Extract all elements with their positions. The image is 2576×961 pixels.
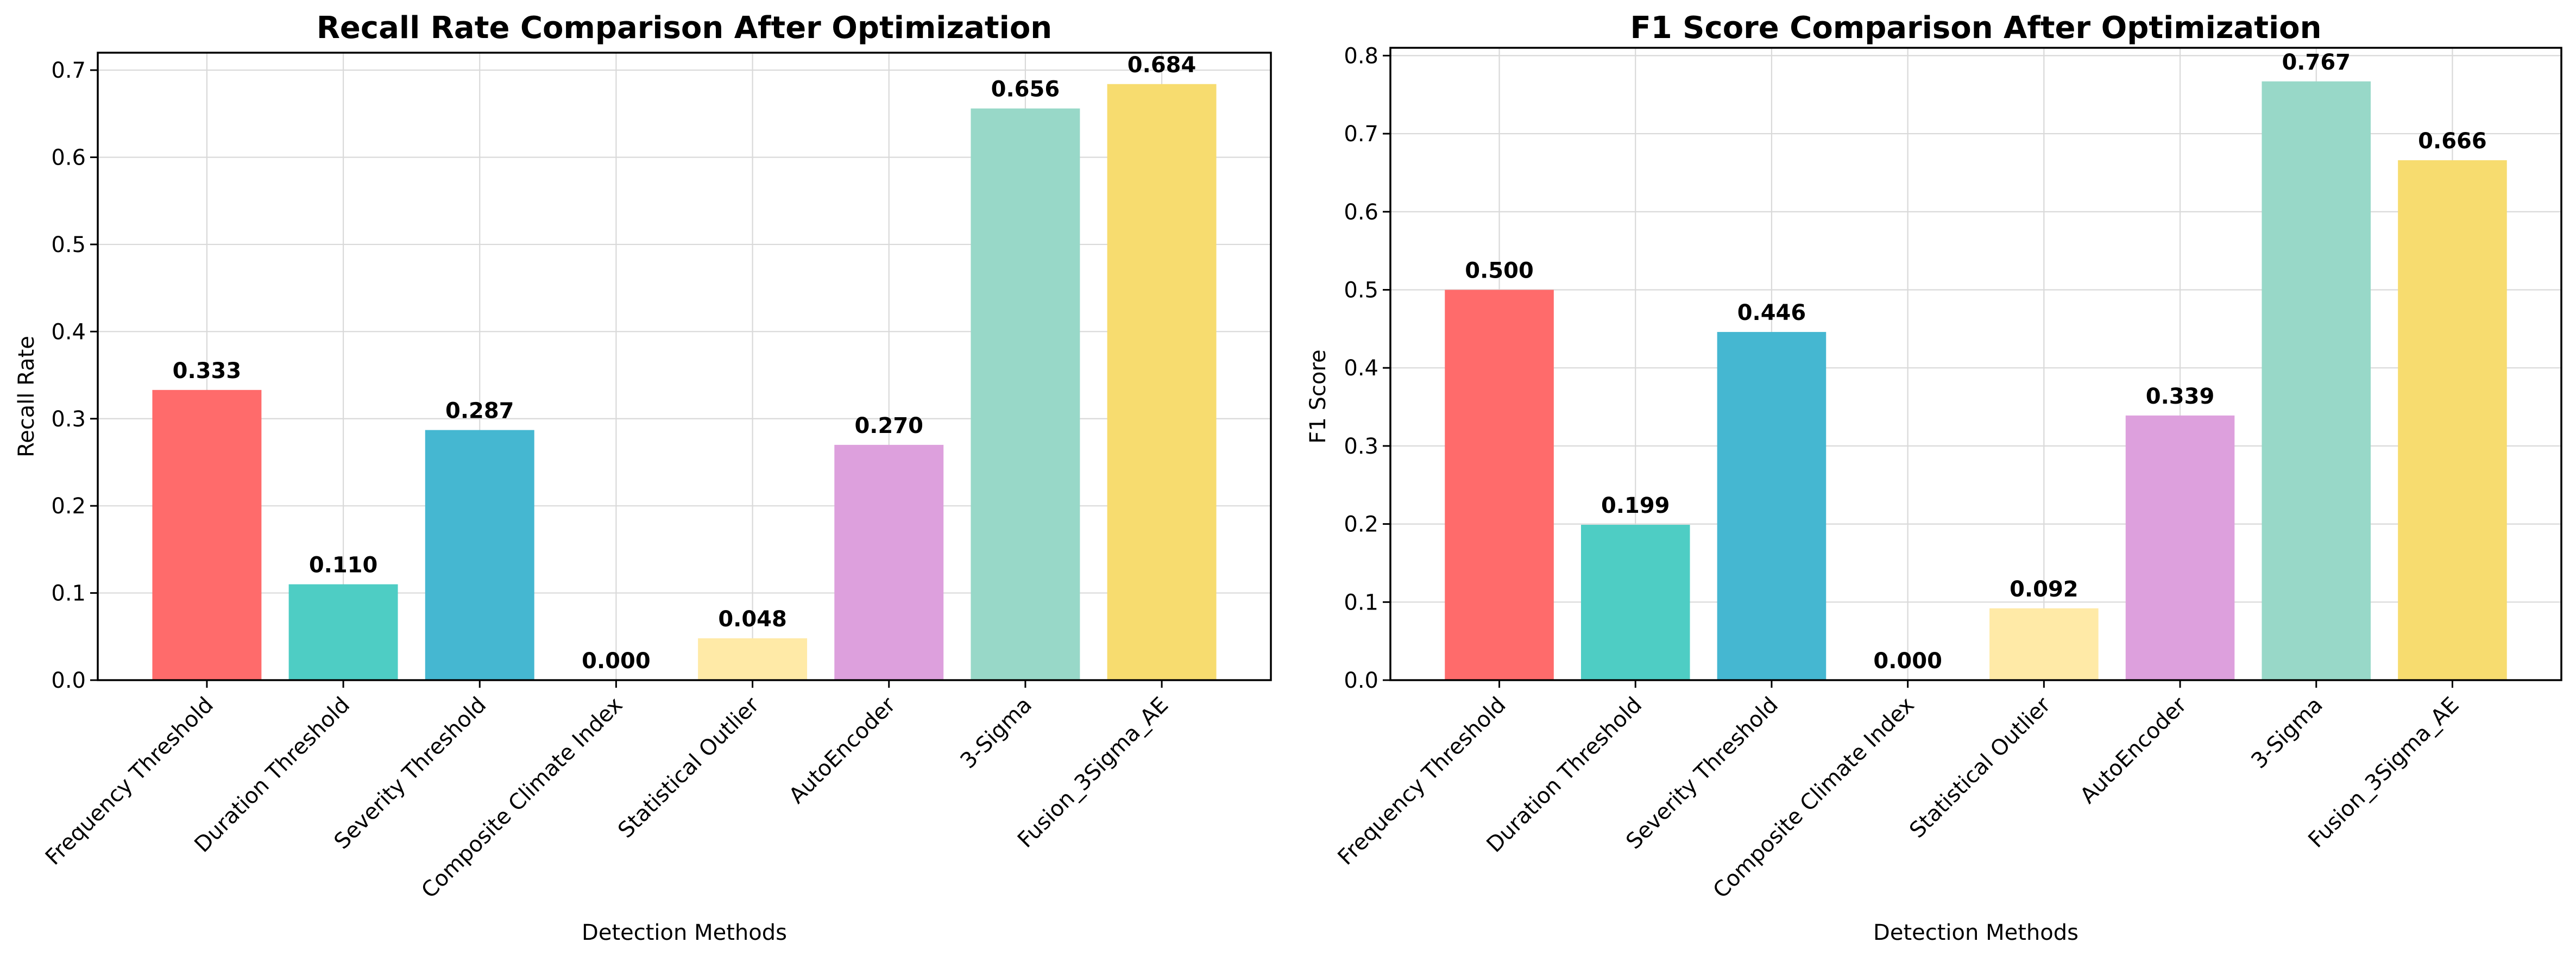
f1-value-label: 0.092 xyxy=(2010,577,2079,602)
f1-bar xyxy=(2398,160,2507,680)
f1-plot-frame xyxy=(1389,47,2562,681)
f1-value-label: 0.199 xyxy=(1601,493,1670,518)
recall-value-label: 0.048 xyxy=(718,607,787,632)
f1-y-tick-label: 0.7 xyxy=(1344,122,1378,147)
f1-y-tick-label: 0.8 xyxy=(1344,43,1378,68)
f1-x-tick-label: Fusion_3Sigma_AE xyxy=(2303,693,2464,853)
f1-x-tick-label: Duration Threshold xyxy=(1482,693,1647,858)
f1-bar xyxy=(2262,81,2371,680)
recall-y-tick-label: 0.0 xyxy=(51,668,86,693)
f1-value-label: 0.000 xyxy=(1873,649,1942,674)
recall-y-tick-label: 0.5 xyxy=(51,233,86,257)
f1-value-labels: 0.500 0.199 0.446 0.000 0.092 0.339 0.767 0.666 xyxy=(1465,50,2486,674)
f1-y-tick-label: 0.1 xyxy=(1344,590,1378,615)
recall-x-tick-label: Fusion_3Sigma_AE xyxy=(1013,693,1173,853)
recall-value-label: 0.656 xyxy=(991,77,1060,102)
recall-value-label: 0.684 xyxy=(1128,53,1196,78)
f1-y-tick-label: 0.3 xyxy=(1344,434,1378,459)
f1-y-tick-label: 0.6 xyxy=(1344,200,1378,225)
f1-y-ticks: 0.0 0.1 0.2 0.3 0.4 0.5 0.6 0.7 0.8 xyxy=(1344,43,1390,693)
recall-x-tick-label: Statistical Outlier xyxy=(613,692,764,843)
recall-x-axis-label: Detection Methods xyxy=(582,920,787,945)
f1-x-tick-label: AutoEncoder xyxy=(2075,692,2191,808)
f1-chart-title: F1 Score Comparison After Optimization xyxy=(1630,10,2321,46)
recall-rate-chart: Recall Rate Comparison After Optimizatio… xyxy=(14,10,1272,945)
recall-value-labels: 0.333 0.110 0.287 0.000 0.048 0.270 0.656 0.684 xyxy=(173,53,1196,674)
f1-bar xyxy=(2125,415,2235,680)
recall-x-tick-label: Frequency Threshold xyxy=(41,693,218,870)
f1-score-chart: F1 Score Comparison After Optimization F… xyxy=(1306,10,2562,945)
recall-bars xyxy=(152,84,1217,681)
f1-grid xyxy=(1390,48,2561,681)
f1-y-axis-label: F1 Score xyxy=(1306,349,1331,443)
recall-chart-title: Recall Rate Comparison After Optimizatio… xyxy=(317,10,1052,46)
f1-value-label: 0.339 xyxy=(2146,384,2215,409)
recall-y-tick-label: 0.4 xyxy=(51,319,86,344)
recall-bar xyxy=(1107,84,1217,680)
f1-x-tick-label: Statistical Outlier xyxy=(1905,692,2056,843)
recall-y-axis-label: Recall Rate xyxy=(14,336,39,457)
recall-value-label: 0.287 xyxy=(445,399,514,424)
f1-x-tick-label: 3-Sigma xyxy=(2246,693,2327,774)
recall-value-label: 0.333 xyxy=(173,359,242,384)
f1-y-tick-label: 0.4 xyxy=(1344,356,1378,381)
recall-y-tick-label: 0.2 xyxy=(51,494,86,519)
recall-x-tick-label: AutoEncoder xyxy=(784,692,900,808)
f1-x-tick-label: Frequency Threshold xyxy=(1333,693,1511,870)
recall-y-tick-label: 0.6 xyxy=(51,146,86,171)
f1-bars xyxy=(1445,81,2507,680)
recall-bar xyxy=(288,584,398,680)
recall-y-tick-label: 0.3 xyxy=(51,407,86,432)
recall-value-label: 0.000 xyxy=(582,649,651,674)
f1-y-tick-label: 0.5 xyxy=(1344,278,1378,303)
f1-value-label: 0.500 xyxy=(1465,258,1534,283)
f1-y-tick-label: 0.0 xyxy=(1344,668,1378,693)
recall-bar xyxy=(425,430,534,680)
recall-bar xyxy=(971,108,1080,681)
recall-value-label: 0.270 xyxy=(854,413,923,438)
f1-x-tick-label: Severity Threshold xyxy=(1621,693,1783,855)
recall-plot-frame xyxy=(97,52,1272,681)
recall-y-tick-label: 0.7 xyxy=(51,58,86,83)
recall-bar xyxy=(698,638,808,680)
f1-x-axis-label: Detection Methods xyxy=(1873,920,2079,945)
f1-bar xyxy=(1989,608,2099,680)
recall-bar xyxy=(152,390,262,680)
recall-grid xyxy=(98,53,1271,681)
recall-x-tick-label: Duration Threshold xyxy=(190,693,355,858)
f1-bar xyxy=(1580,525,1690,680)
f1-bar xyxy=(1445,290,1554,680)
f1-value-label: 0.446 xyxy=(1737,300,1806,325)
f1-bar xyxy=(1717,332,1826,680)
recall-bar xyxy=(834,444,944,680)
recall-value-label: 0.110 xyxy=(309,553,378,578)
f1-value-label: 0.767 xyxy=(2282,50,2351,75)
recall-y-ticks: 0.0 0.1 0.2 0.3 0.4 0.5 0.6 0.7 xyxy=(51,58,98,693)
recall-x-tick-label: 3-Sigma xyxy=(956,693,1037,774)
recall-y-tick-label: 0.1 xyxy=(51,581,86,606)
f1-y-tick-label: 0.2 xyxy=(1344,512,1378,537)
recall-x-tick-label: Severity Threshold xyxy=(330,693,492,855)
f1-value-label: 0.666 xyxy=(2418,129,2487,154)
